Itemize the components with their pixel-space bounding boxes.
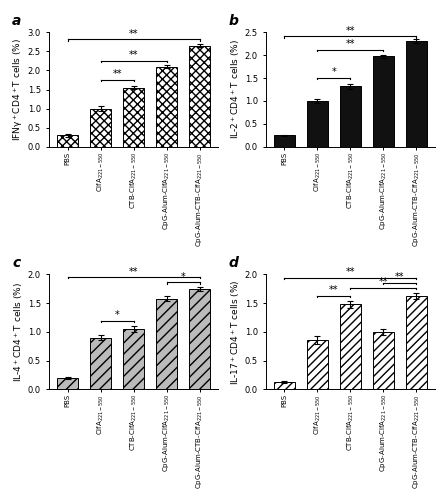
Text: **: ** — [329, 286, 339, 296]
Bar — [373, 56, 394, 147]
Text: c: c — [12, 256, 20, 270]
Bar — [90, 108, 112, 147]
Y-axis label: IL-2$^+$CD4$^+$T cells (%): IL-2$^+$CD4$^+$T cells (%) — [229, 40, 242, 140]
Text: *: * — [181, 272, 186, 281]
Bar — [189, 289, 211, 390]
Bar — [156, 66, 178, 147]
Bar — [189, 46, 211, 147]
Bar — [90, 338, 112, 390]
Bar — [156, 298, 178, 390]
Bar — [406, 296, 427, 390]
Text: **: ** — [129, 28, 138, 38]
Bar — [274, 136, 295, 147]
Text: a: a — [12, 14, 21, 28]
Bar — [340, 304, 361, 390]
Text: **: ** — [379, 278, 388, 287]
Bar — [307, 340, 328, 390]
Text: **: ** — [346, 267, 355, 277]
Text: **: ** — [346, 40, 355, 50]
Text: *: * — [331, 67, 336, 77]
Bar — [274, 382, 295, 390]
Bar — [373, 332, 394, 390]
Text: **: ** — [129, 266, 138, 276]
Text: d: d — [229, 256, 239, 270]
Y-axis label: IFNγ$^+$CD4$^+$T cells (%): IFNγ$^+$CD4$^+$T cells (%) — [11, 38, 25, 141]
Bar — [123, 88, 145, 147]
Text: b: b — [229, 14, 239, 28]
Bar — [406, 42, 427, 147]
Text: *: * — [115, 310, 120, 320]
Bar — [123, 329, 145, 390]
Y-axis label: IL-17$^+$CD4$^+$T cells (%): IL-17$^+$CD4$^+$T cells (%) — [229, 279, 242, 384]
Bar — [57, 378, 78, 390]
Bar — [307, 101, 328, 147]
Text: **: ** — [346, 26, 355, 36]
Bar — [340, 86, 361, 147]
Text: **: ** — [129, 50, 138, 60]
Y-axis label: IL-4$^+$CD4$^+$T cells (%): IL-4$^+$CD4$^+$T cells (%) — [12, 282, 25, 382]
Text: **: ** — [112, 69, 122, 79]
Bar — [57, 136, 78, 147]
Text: **: ** — [395, 272, 405, 282]
